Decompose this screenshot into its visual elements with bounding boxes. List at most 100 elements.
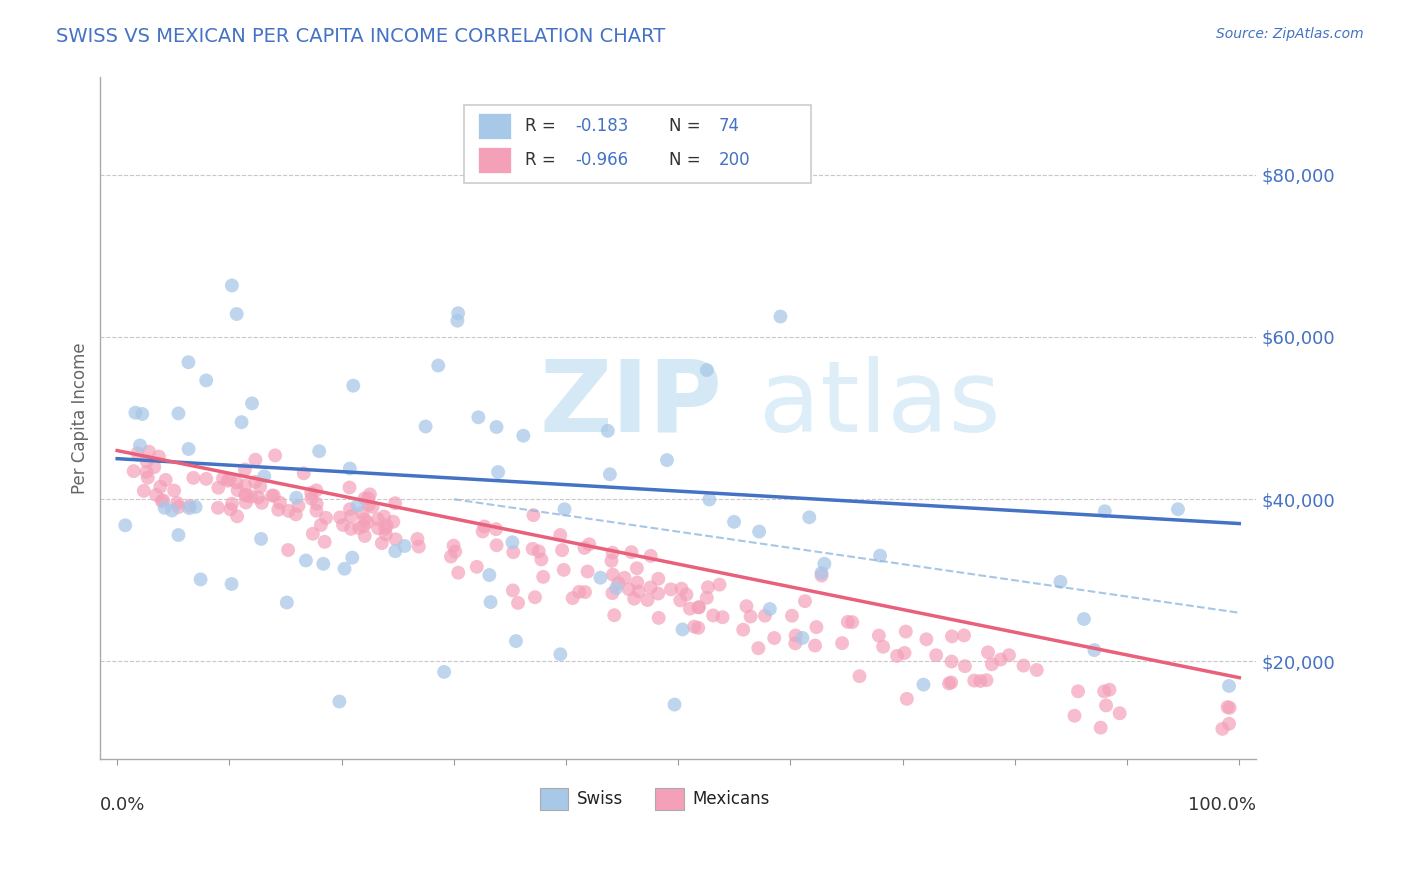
Point <box>149 480 172 494</box>
Point <box>1219 700 1241 714</box>
Point <box>640 549 662 563</box>
Point <box>302 526 325 541</box>
Point <box>647 586 669 600</box>
Text: 100.0%: 100.0% <box>1188 797 1256 814</box>
FancyBboxPatch shape <box>655 788 685 810</box>
Point <box>938 676 960 690</box>
Point <box>225 475 247 490</box>
Point <box>269 496 291 510</box>
Point <box>886 648 908 663</box>
Point <box>342 378 364 392</box>
Point <box>340 509 363 524</box>
Point <box>602 586 624 600</box>
Point <box>969 673 991 688</box>
Text: atlas: atlas <box>759 356 1001 453</box>
Point <box>183 471 205 485</box>
Point <box>953 628 976 642</box>
Text: N =: N = <box>669 117 706 135</box>
Point <box>1025 663 1047 677</box>
Point <box>233 478 256 492</box>
Point <box>953 659 976 673</box>
Point <box>267 502 290 516</box>
Text: Mexicans: Mexicans <box>692 790 769 808</box>
Point <box>339 461 361 475</box>
Point <box>305 504 328 518</box>
Point <box>941 629 963 643</box>
Point <box>941 655 963 669</box>
Point <box>226 509 249 524</box>
Point <box>893 646 915 660</box>
Point <box>315 511 337 525</box>
Point <box>177 355 200 369</box>
Point <box>512 428 534 442</box>
Point <box>769 310 792 324</box>
Point <box>163 483 186 498</box>
Point <box>219 502 242 516</box>
Point <box>301 491 323 506</box>
Point <box>190 573 212 587</box>
Point <box>709 577 731 591</box>
Point <box>659 582 682 597</box>
Point <box>148 450 170 464</box>
Point <box>332 518 354 533</box>
Point <box>671 582 693 596</box>
Point <box>382 515 405 529</box>
Point <box>167 500 190 514</box>
Point <box>1211 722 1233 736</box>
Point <box>799 510 821 524</box>
Point <box>184 500 207 514</box>
Point <box>664 698 686 712</box>
Point <box>375 518 398 533</box>
Point <box>440 549 463 564</box>
Point <box>342 550 364 565</box>
Text: R =: R = <box>524 117 561 135</box>
Point <box>502 545 524 559</box>
Point <box>990 652 1012 666</box>
Text: 74: 74 <box>718 117 740 135</box>
Point <box>679 601 702 615</box>
Point <box>155 473 177 487</box>
Point <box>353 512 375 526</box>
Point <box>596 424 619 438</box>
Point <box>553 563 575 577</box>
Text: Source: ZipAtlas.com: Source: ZipAtlas.com <box>1216 27 1364 41</box>
Point <box>804 639 827 653</box>
Point <box>655 453 678 467</box>
Point <box>785 636 807 650</box>
Text: -0.966: -0.966 <box>575 151 628 169</box>
Point <box>135 454 157 468</box>
Point <box>353 529 375 543</box>
Point <box>699 492 721 507</box>
Point <box>941 675 963 690</box>
Point <box>688 600 710 615</box>
Point <box>347 521 370 535</box>
Point <box>589 571 612 585</box>
Point <box>124 406 146 420</box>
Point <box>711 610 734 624</box>
Point <box>671 623 693 637</box>
Point <box>794 594 817 608</box>
Point <box>299 486 322 500</box>
Point <box>263 489 285 503</box>
Point <box>626 575 648 590</box>
Point <box>550 647 572 661</box>
Point <box>329 510 352 524</box>
Point <box>578 537 600 551</box>
Point <box>785 628 807 642</box>
Point <box>530 552 553 566</box>
Point <box>675 587 697 601</box>
Point <box>602 567 624 582</box>
Point <box>447 566 470 580</box>
Point <box>312 557 335 571</box>
Point <box>465 559 488 574</box>
Point <box>683 620 706 634</box>
Point <box>522 508 544 522</box>
Point <box>688 600 710 615</box>
Point <box>415 419 437 434</box>
Point <box>568 584 591 599</box>
Point <box>599 467 621 482</box>
Point <box>574 541 596 555</box>
Point <box>179 501 201 516</box>
Point <box>250 496 273 510</box>
Point <box>233 488 256 502</box>
